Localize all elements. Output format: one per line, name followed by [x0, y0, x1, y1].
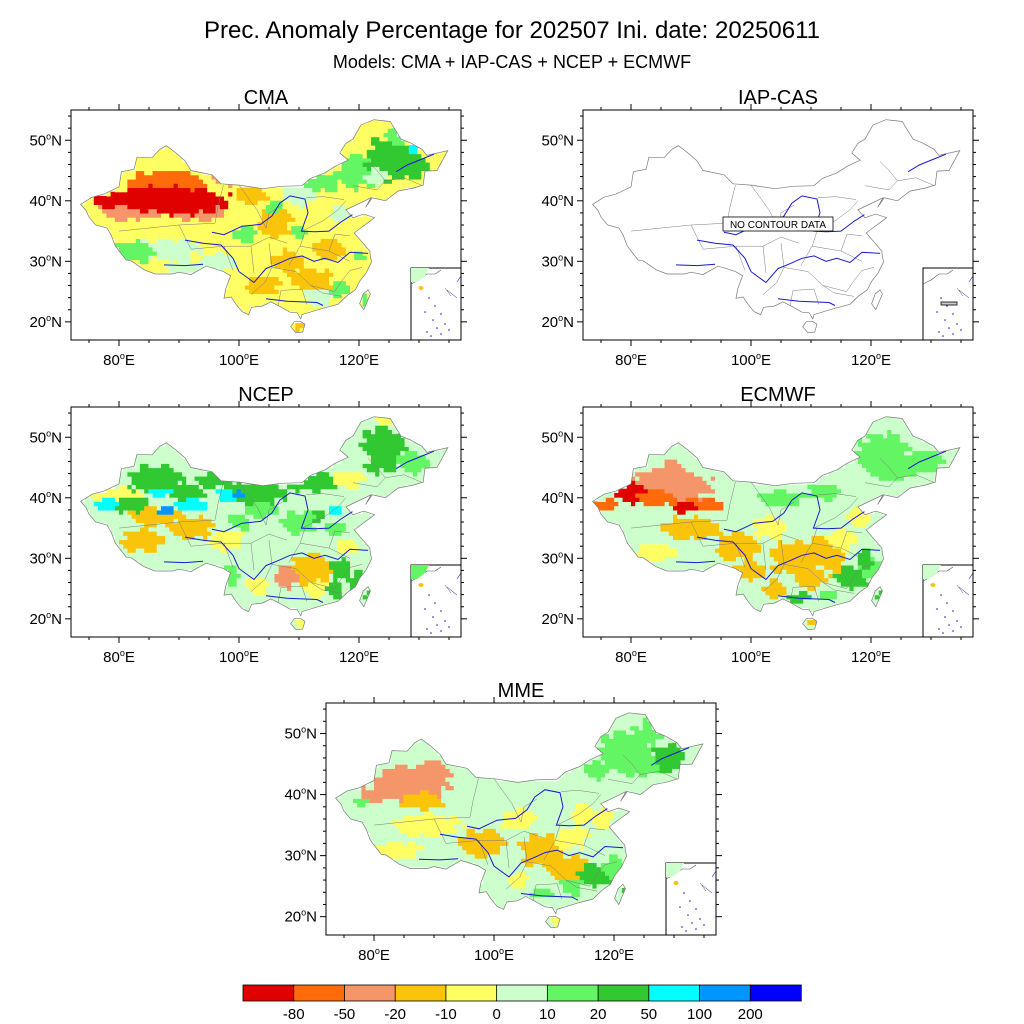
y-tick-label: 30oN: [29, 549, 62, 567]
axis-ticks-ecmwf: 80oE 100oE 120oE 50oN 40oN 30oN 20oN: [541, 401, 979, 666]
colorbar-label: 200: [738, 1006, 763, 1023]
colorbar: -80 -50 -20 -10 0 10 20 50 100 200: [242, 984, 802, 1023]
y-tick-label: 30oN: [284, 847, 317, 865]
colorbar-swatch: [699, 984, 751, 1002]
no-data-box: [722, 216, 834, 232]
map-panel-ncep: NCEP 80oE 100oE 120oE 50oN 40oN 30oN 20oN: [29, 384, 467, 666]
x-tick-label: 100oE: [219, 648, 259, 666]
china-outline: [592, 416, 961, 617]
map-panel-iap-cas: IAP-CAS 80oE 100oE 120oE 50oN 40oN 30oN 20oN NO …: [541, 87, 979, 369]
x-tick-label: 120oE: [339, 351, 379, 369]
china-outline: [80, 119, 449, 320]
x-tick-label: 120oE: [339, 648, 379, 666]
axis-ticks-mme: 80oE 100oE 120oE 50oN 40oN 30oN 20oN: [284, 697, 722, 964]
figure-subtitle: Models: CMA + IAP-CAS + NCEP + ECMWF: [333, 52, 691, 72]
colorbar-label: -80: [283, 1006, 305, 1023]
south-china-sea-inset: [922, 564, 974, 638]
rivers-ncep: [163, 450, 435, 603]
x-tick-label: 100oE: [219, 351, 259, 369]
x-tick-label: 120oE: [851, 351, 891, 369]
colorbar-label: 0: [492, 1006, 500, 1023]
colorbar-swatch: [648, 984, 701, 1002]
y-tick-label: 20oN: [541, 313, 574, 331]
x-tick-label: 100oE: [474, 946, 514, 964]
map-panel-cma: CMA 80oE 100oE 120oE 50oN 40oN 30oN 20oN: [29, 87, 467, 369]
panel-title-ncep: NCEP: [238, 384, 294, 406]
axis-ticks-ncep: 80oE 100oE 120oE 50oN 40oN 30oN 20oN: [29, 401, 467, 666]
south-china-sea-inset: [410, 564, 462, 638]
anomaly-field-cma: [81, 119, 448, 333]
colorbar-swatch: [749, 984, 802, 1002]
y-tick-label: 40oN: [29, 489, 62, 507]
rivers-ecmwf: [675, 450, 947, 603]
colorbar-label: 50: [640, 1006, 657, 1023]
south-china-sea-inset: [922, 267, 974, 341]
map-panel-ecmwf: ECMWF 80oE 100oE 120oE 50oN 40oN 30oN 20oN: [541, 384, 979, 666]
colorbar-swatch: [394, 984, 447, 1002]
axis-ticks-iap-cas: 80oE 100oE 120oE 50oN 40oN 30oN 20oN: [541, 104, 979, 369]
colorbar-label: 10: [539, 1006, 556, 1023]
x-tick-label: 80oE: [103, 648, 135, 666]
y-tick-label: 20oN: [284, 908, 317, 926]
y-tick-label: 50oN: [29, 428, 62, 446]
panel-title-ecmwf: ECMWF: [740, 384, 816, 406]
x-tick-label: 100oE: [731, 351, 771, 369]
y-tick-label: 50oN: [284, 725, 317, 743]
colorbar-label: -50: [334, 1006, 356, 1023]
x-tick-label: 80oE: [103, 351, 135, 369]
y-tick-label: 20oN: [541, 610, 574, 628]
anomaly-field-ncep: [81, 416, 448, 630]
anomaly-field-ecmwf: [593, 416, 960, 630]
colorbar-label: 100: [687, 1006, 712, 1023]
y-tick-label: 30oN: [541, 549, 574, 567]
y-tick-label: 50oN: [29, 131, 62, 149]
x-tick-label: 80oE: [615, 648, 647, 666]
boundaries-ncep: [80, 416, 449, 631]
y-tick-label: 40oN: [541, 192, 574, 210]
y-tick-label: 30oN: [29, 252, 62, 270]
colorbar-label: -10: [435, 1006, 457, 1023]
rivers-cma: [163, 153, 435, 306]
rivers-mme: [418, 747, 690, 901]
x-tick-label: 100oE: [731, 648, 771, 666]
china-outline: [592, 119, 961, 320]
y-tick-label: 40oN: [541, 489, 574, 507]
x-tick-label: 120oE: [851, 648, 891, 666]
colorbar-swatch: [597, 984, 650, 1002]
y-tick-label: 50oN: [541, 131, 574, 149]
x-tick-label: 80oE: [358, 946, 390, 964]
axis-ticks-cma: 80oE 100oE 120oE 50oN 40oN 30oN 20oN: [29, 104, 467, 369]
y-tick-label: 40oN: [29, 192, 62, 210]
panel-title-iap-cas: IAP-CAS: [738, 87, 818, 109]
x-tick-label: 80oE: [615, 351, 647, 369]
y-tick-label: 20oN: [29, 610, 62, 628]
y-tick-label: 50oN: [541, 428, 574, 446]
y-tick-label: 30oN: [541, 252, 574, 270]
colorbar-label: -20: [384, 1006, 406, 1023]
x-tick-label: 120oE: [594, 946, 634, 964]
colorbar-swatch: [242, 984, 295, 1002]
south-china-sea-inset: [410, 267, 462, 341]
colorbar-swatch: [496, 984, 549, 1002]
colorbar-swatch: [445, 984, 498, 1002]
map-panel-mme: MME 80oE 100oE 120oE 50oN 40oN 30oN 20oN: [284, 680, 722, 964]
colorbar-swatch: [546, 984, 599, 1002]
no-contour-note: NO CONTOUR DATA: [730, 220, 826, 231]
panel-title-cma: CMA: [244, 87, 289, 109]
boundaries-mme: [335, 712, 704, 929]
y-tick-label: 20oN: [29, 313, 62, 331]
colorbar-swatch: [344, 984, 396, 1002]
figure-title: Prec. Anomaly Percentage for 202507 Ini.…: [204, 17, 820, 44]
boundaries-ecmwf: [592, 416, 961, 631]
south-china-sea-inset: [665, 862, 717, 936]
china-outline: [335, 712, 704, 915]
colorbar-swatch: [293, 984, 346, 1002]
panel-title-mme: MME: [498, 680, 545, 702]
colorbar-label: 20: [590, 1006, 607, 1023]
china-outline: [80, 416, 449, 617]
y-tick-label: 40oN: [284, 786, 317, 804]
